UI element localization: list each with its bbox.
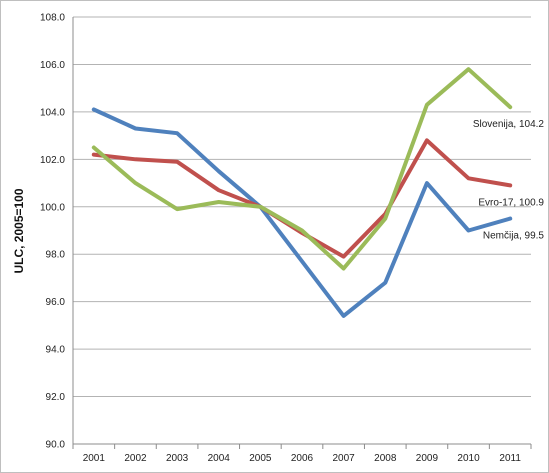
y-axis-label: ULC, 2005=100 — [12, 188, 26, 273]
y-tick-label: 92.0 — [46, 392, 66, 403]
x-tick-label: 2008 — [374, 453, 397, 464]
x-tick-label: 2010 — [457, 453, 480, 464]
y-tick-label: 90.0 — [46, 440, 66, 451]
series-end-label: Nemčija, 99.5 — [483, 231, 545, 242]
x-tick-label: 2006 — [291, 453, 314, 464]
x-tick-label: 2007 — [333, 453, 356, 464]
y-tick-label: 100.0 — [40, 202, 65, 213]
series-end-label: Slovenija, 104.2 — [473, 119, 545, 130]
y-tick-label: 104.0 — [40, 107, 65, 118]
y-tick-label: 108.0 — [40, 13, 65, 24]
series-line-nem-ija — [91, 107, 513, 318]
series-end-label: Evro-17, 100.9 — [478, 197, 544, 208]
series-lines — [91, 67, 513, 318]
y-tick-label: 102.0 — [40, 155, 65, 166]
y-tick-label: 98.0 — [46, 250, 66, 261]
axes: 90.0 92.0 94.0 96.0 98.0 100.0 102.0 104.0 106.0… — [40, 13, 532, 464]
data-labels: Nemčija, 99.5 Evro-17, 100.9 Slovenija, 10… — [473, 119, 545, 241]
x-tick-label: 2004 — [208, 453, 231, 464]
y-tick-label: 106.0 — [40, 60, 65, 71]
y-tick-label: 94.0 — [46, 345, 66, 356]
x-tick-label: 2005 — [249, 453, 272, 464]
x-tick-label: 2002 — [124, 453, 147, 464]
x-tick-label: 2001 — [83, 453, 106, 464]
x-tick-label: 2009 — [416, 453, 439, 464]
x-tick-label: 2011 — [499, 453, 521, 464]
series-line-slovenija — [91, 67, 513, 271]
y-tick-label: 96.0 — [46, 297, 66, 308]
x-tick-label: 2003 — [166, 453, 189, 464]
series-line-evro-17 — [91, 138, 513, 259]
